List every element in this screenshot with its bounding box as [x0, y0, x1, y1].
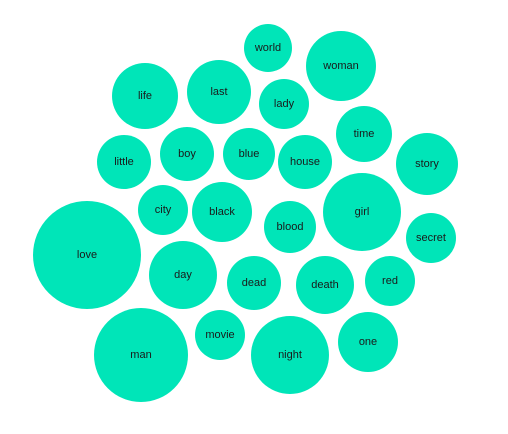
bubble-label-man: man: [130, 349, 151, 361]
bubble-label-time: time: [354, 128, 375, 140]
bubble-day: day: [149, 241, 217, 309]
bubble-circle-girl: [323, 173, 401, 251]
bubble-story: story: [396, 133, 458, 195]
bubble-circle-lady: [259, 79, 309, 129]
bubble-circle-death: [296, 256, 354, 314]
bubble-love: love: [33, 201, 141, 309]
bubble-circle-world: [244, 24, 292, 72]
bubble-label-night: night: [278, 349, 302, 361]
bubble-label-movie: movie: [205, 329, 234, 341]
bubbles-layer: world woman life last lady time little boy blue h…: [33, 24, 458, 402]
bubble-death: death: [296, 256, 354, 314]
bubble-world: world: [244, 24, 292, 72]
bubble-circle-red: [365, 256, 415, 306]
bubble-movie: movie: [195, 310, 245, 360]
bubble-blood: blood: [264, 201, 316, 253]
bubble-circle-little: [97, 135, 151, 189]
bubble-last: last: [187, 60, 251, 124]
bubble-label-story: story: [415, 158, 439, 170]
bubble-circle-story: [396, 133, 458, 195]
bubble-woman: woman: [306, 31, 376, 101]
bubble-circle-day: [149, 241, 217, 309]
bubble-label-life: life: [138, 90, 152, 102]
bubble-label-woman: woman: [322, 60, 358, 72]
bubble-label-death: death: [311, 279, 339, 291]
bubble-little: little: [97, 135, 151, 189]
bubble-dead: dead: [227, 256, 281, 310]
bubble-circle-life: [112, 63, 178, 129]
bubble-label-dead: dead: [242, 277, 266, 289]
bubble-secret: secret: [406, 213, 456, 263]
bubble-label-blue: blue: [239, 148, 260, 160]
bubble-label-little: little: [114, 156, 134, 168]
bubble-circle-last: [187, 60, 251, 124]
bubble-blue: blue: [223, 128, 275, 180]
bubble-circle-time: [336, 106, 392, 162]
bubble-label-city: city: [155, 204, 172, 216]
bubble-man: man: [94, 308, 188, 402]
bubble-label-last: last: [210, 86, 227, 98]
bubble-circle-movie: [195, 310, 245, 360]
bubble-house: house: [278, 135, 332, 189]
bubble-one: one: [338, 312, 398, 372]
bubble-circle-love: [33, 201, 141, 309]
bubble-circle-woman: [306, 31, 376, 101]
bubble-label-girl: girl: [355, 206, 370, 218]
bubble-label-red: red: [382, 275, 398, 287]
bubble-label-house: house: [290, 156, 320, 168]
bubble-boy: boy: [160, 127, 214, 181]
bubble-circle-secret: [406, 213, 456, 263]
bubble-circle-boy: [160, 127, 214, 181]
bubble-circle-house: [278, 135, 332, 189]
bubble-label-lady: lady: [274, 98, 295, 110]
bubble-label-secret: secret: [416, 232, 446, 244]
bubble-black: black: [192, 182, 252, 242]
bubble-city: city: [138, 185, 188, 235]
bubble-label-one: one: [359, 336, 377, 348]
bubble-girl: girl: [323, 173, 401, 251]
bubble-label-black: black: [209, 206, 235, 218]
bubble-circle-dead: [227, 256, 281, 310]
bubble-life: life: [112, 63, 178, 129]
bubble-time: time: [336, 106, 392, 162]
bubble-circle-city: [138, 185, 188, 235]
bubble-label-world: world: [254, 42, 281, 54]
bubble-circle-blood: [264, 201, 316, 253]
bubble-label-boy: boy: [178, 148, 196, 160]
bubble-circle-one: [338, 312, 398, 372]
bubble-circle-black: [192, 182, 252, 242]
bubble-night: night: [251, 316, 329, 394]
bubble-lady: lady: [259, 79, 309, 129]
bubble-label-love: love: [77, 249, 97, 261]
bubble-circle-night: [251, 316, 329, 394]
bubble-label-blood: blood: [277, 221, 304, 233]
bubble-red: red: [365, 256, 415, 306]
bubble-circle-man: [94, 308, 188, 402]
bubble-label-day: day: [174, 269, 192, 281]
bubble-circle-blue: [223, 128, 275, 180]
